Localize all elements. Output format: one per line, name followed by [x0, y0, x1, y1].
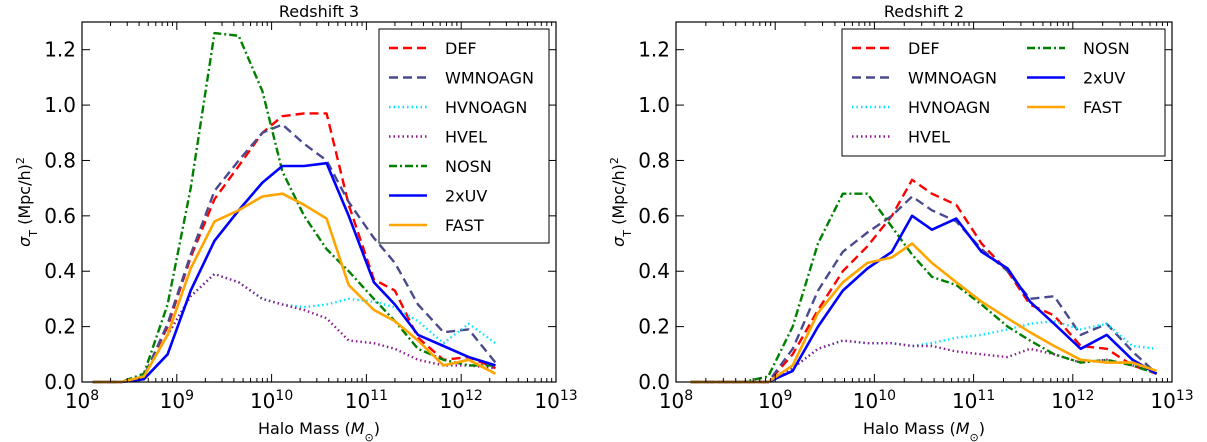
y-axis-label: σT (Mpc/h)2 — [608, 157, 634, 247]
series-line-hvnoagn — [690, 319, 1157, 384]
chart-panel-1: 108 109 1010 1011 1012 1013 0.0 0.2 0.4 0.6 0.8 1.0… — [14, 2, 578, 442]
y-axis: 0.0 0.2 0.4 0.6 0.8 1.0 1.2 — [44, 38, 556, 394]
y-tick-label: 0.6 — [638, 204, 670, 228]
x-tick-label: 1012 — [440, 388, 483, 413]
y-tick-label: 0.0 — [638, 370, 670, 394]
x-tick-label: 1011 — [952, 388, 995, 413]
y-tick-label: 1.2 — [638, 38, 670, 62]
y-tick-label: 0.4 — [44, 259, 76, 283]
series-line-hvel — [92, 272, 496, 384]
legend-label-2xuv: 2xUV — [1083, 69, 1125, 88]
y-axis-label: σT (Mpc/h)2 — [14, 157, 40, 247]
x-tick-label: 1010 — [853, 388, 896, 413]
series-line-fast — [690, 242, 1158, 384]
y-tick-label: 0.4 — [638, 259, 670, 283]
y-tick-label: 0.6 — [44, 204, 76, 228]
series-line-nosn — [690, 192, 1157, 384]
legend-label-def: DEF — [445, 39, 477, 58]
x-axis-label: Halo Mass (M⊙) — [258, 419, 380, 442]
y-tick-label: 0.0 — [44, 370, 76, 394]
x-tick-label: 1011 — [345, 388, 388, 413]
series-line-fast — [92, 192, 497, 384]
chart-title: Redshift 2 — [884, 2, 964, 21]
legend-label-hvnoagn: HVNOAGN — [908, 98, 990, 117]
series-line-def — [92, 112, 496, 384]
plot-frame — [675, 21, 1173, 383]
legend-label-fast: FAST — [1083, 98, 1122, 117]
series-line-wmnoagn — [92, 123, 497, 384]
x-tick-label: 1013 — [534, 388, 577, 413]
legend-label-nosn: NOSN — [1083, 39, 1130, 58]
legend-label-hvel: HVEL — [445, 128, 487, 147]
x-tick-label: 109 — [160, 388, 194, 413]
x-tick-label: 1013 — [1150, 388, 1193, 413]
y-tick-label: 0.8 — [44, 148, 76, 172]
series-lines — [690, 178, 1158, 384]
legend-box — [378, 28, 550, 244]
x-tick-label: 108 — [65, 388, 99, 413]
chart-panel-2: 108 109 1010 1011 1012 1013 0.0 0.2 0.4 0.6 0.8 1.0… — [608, 2, 1194, 442]
x-tick-label: 108 — [659, 388, 693, 413]
x-tick-label: 109 — [758, 388, 792, 413]
legend-label-hvel: HVEL — [908, 128, 950, 147]
y-tick-label: 0.8 — [638, 148, 670, 172]
series-line-2xuv — [92, 161, 496, 384]
series-line-def — [690, 178, 1157, 384]
legend: DEF WMNOAGN HVNOAGN HVEL NOSN 2xUV FAST — [378, 28, 550, 244]
legend-label-wmnoagn: WMNOAGN — [445, 69, 534, 88]
legend-label-fast: FAST — [445, 216, 484, 235]
x-axis-label: Halo Mass (M⊙) — [863, 419, 985, 442]
legend-label-hvnoagn: HVNOAGN — [445, 98, 527, 117]
y-tick-label: 0.2 — [44, 315, 76, 339]
y-tick-label: 1.0 — [44, 93, 76, 117]
legend: DEF WMNOAGN HVNOAGN HVEL NOSN 2xUV FAST — [841, 28, 1166, 157]
series-line-hvnoagn — [92, 272, 497, 384]
legend-label-wmnoagn: WMNOAGN — [908, 69, 997, 88]
legend-label-def: DEF — [908, 39, 940, 58]
y-tick-label: 0.2 — [638, 315, 670, 339]
chart-title: Redshift 3 — [279, 2, 359, 21]
legend-label-nosn: NOSN — [445, 157, 492, 176]
y-tick-label: 1.2 — [44, 38, 76, 62]
x-axis: 108 109 1010 1011 1012 1013 — [659, 22, 1194, 413]
x-tick-label: 1012 — [1051, 388, 1094, 413]
plot-frame — [81, 21, 557, 383]
series-lines — [92, 31, 497, 384]
x-axis: 108 109 1010 1011 1012 1013 — [65, 22, 578, 413]
y-axis: 0.0 0.2 0.4 0.6 0.8 1.0 1.2 — [638, 38, 1172, 394]
series-line-2xuv — [690, 214, 1158, 384]
legend-label-2xuv: 2xUV — [445, 187, 487, 206]
y-tick-label: 1.0 — [638, 93, 670, 117]
x-tick-label: 1010 — [250, 388, 293, 413]
series-line-nosn — [92, 31, 496, 384]
legend-box — [841, 28, 1166, 157]
